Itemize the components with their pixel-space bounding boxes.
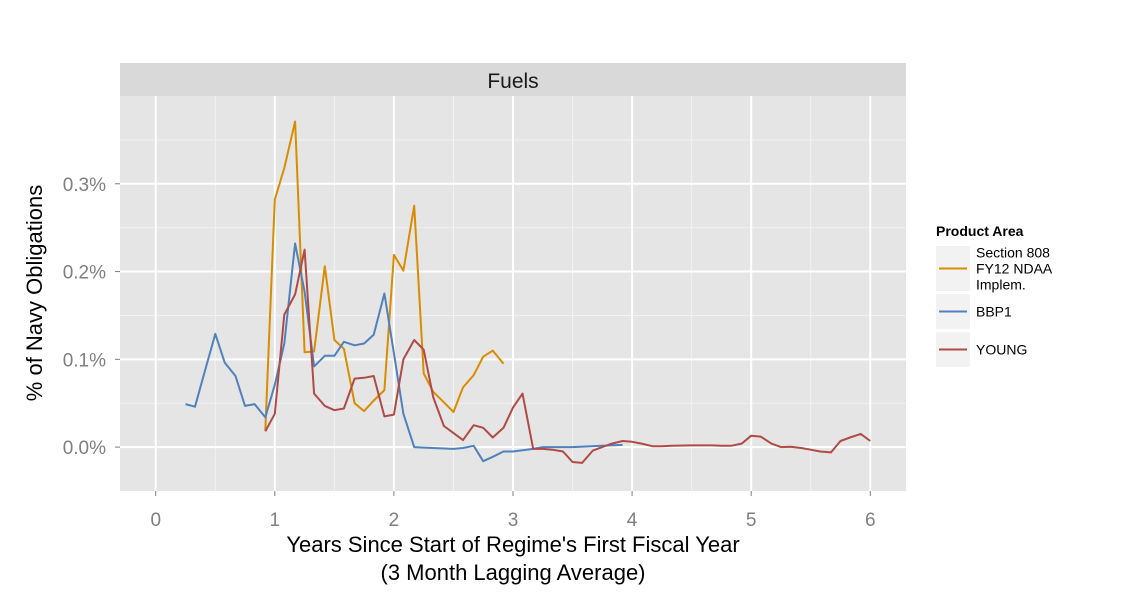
facet-strip [120, 63, 906, 96]
y-axis-title: % of Navy Obligations [22, 185, 47, 401]
legend-section-808-label: FY12 NDAA [976, 261, 1053, 277]
y-tick-label: 0.0% [63, 438, 106, 459]
x-tick-label: 4 [627, 510, 638, 531]
legend-section-808-label: Implem. [976, 277, 1026, 293]
major-gridlines [120, 96, 906, 491]
legend-title: Product Area [936, 223, 1024, 239]
y-tick-label: 0.3% [63, 175, 106, 196]
y-tick-label: 0.1% [63, 350, 106, 371]
x-axis-title-line2: (3 Month Lagging Average) [381, 560, 646, 585]
legend-section-808-label: Section 808 [976, 245, 1050, 261]
x-tick-label: 1 [270, 510, 281, 531]
series-line-young [264, 248, 871, 464]
legend-bbp1-label: BBP1 [976, 304, 1012, 320]
x-tick-label: 3 [508, 510, 519, 531]
x-tick-label: 6 [865, 510, 876, 531]
series-line-bbp1 [185, 242, 623, 463]
y-tick-label: 0.2% [63, 263, 106, 284]
y-axis-ticks: 0.0% 0.1% 0.2% 0.3% [63, 175, 120, 459]
series-line-section-808 [264, 120, 505, 431]
series-lines [185, 120, 871, 464]
facet-title: Fuels [487, 70, 538, 93]
x-tick-label: 5 [746, 510, 757, 531]
x-tick-label: 0 [150, 510, 161, 531]
x-axis-ticks: 0 1 2 3 4 5 6 [150, 491, 876, 531]
x-tick-label: 2 [389, 510, 400, 531]
legend-young-label: YOUNG [976, 342, 1027, 358]
x-axis-title-line1: Years Since Start of Regime's First Fisc… [286, 532, 739, 557]
